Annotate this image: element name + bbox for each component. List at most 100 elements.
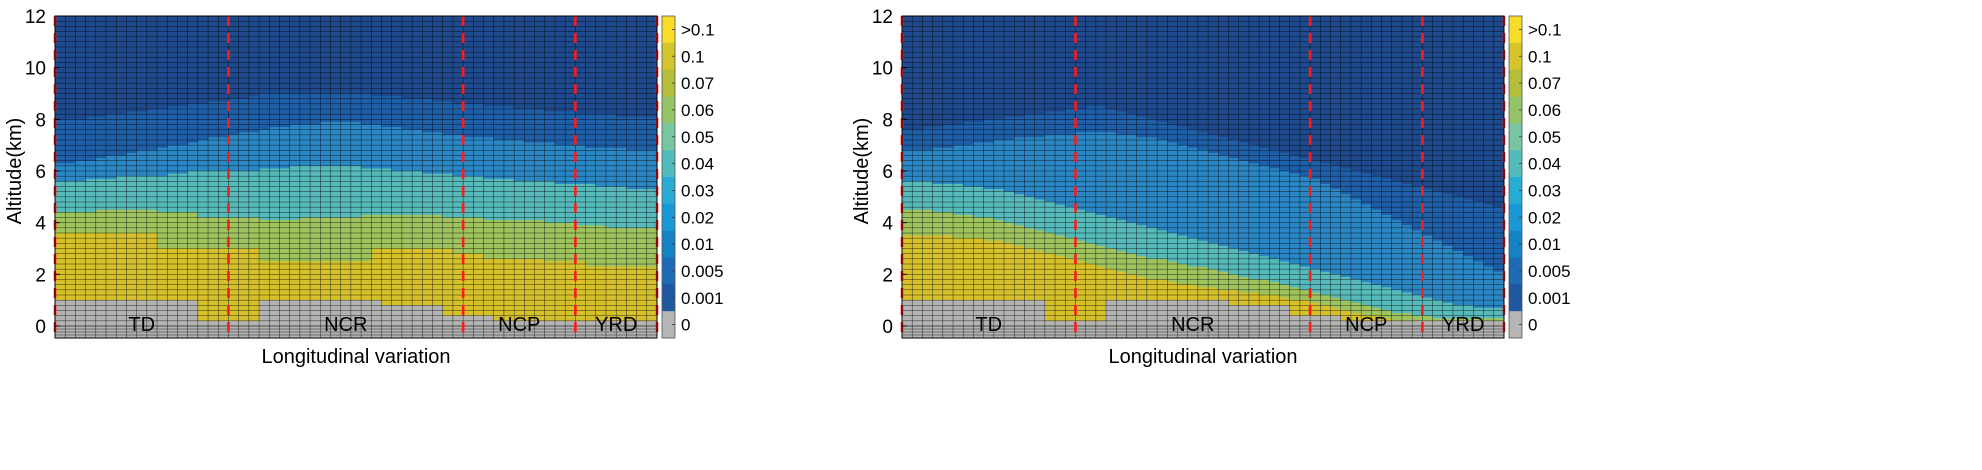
terrain-cell (452, 315, 464, 338)
terrain-cell (544, 320, 556, 338)
band-mid (1473, 261, 1484, 338)
band-yellow (350, 261, 362, 338)
colorbar-swatch (662, 123, 675, 151)
band-yellow (361, 261, 372, 338)
band-mid (1238, 160, 1250, 338)
region-label: TD (128, 314, 155, 336)
colorbar-swatch (662, 230, 675, 258)
terrain-cell (1432, 320, 1444, 338)
terrain-cell (503, 320, 515, 338)
terrain-cell (330, 300, 342, 338)
band-yellow (1095, 266, 1107, 338)
band-yellow (942, 235, 954, 338)
terrain-cell (279, 300, 291, 338)
colorbar-label: >0.1 (681, 20, 715, 39)
band-mid (1259, 165, 1270, 338)
band-yellow (412, 248, 423, 338)
band-yellow (605, 266, 617, 338)
colorbar-label: 0.01 (681, 235, 714, 254)
terrain-cell (177, 300, 189, 338)
terrain-cell (1320, 315, 1331, 338)
terrain-cell (1391, 320, 1403, 338)
colorbar-label: 0 (1528, 316, 1537, 335)
band-yellow (442, 248, 454, 338)
colorbar-swatch (1509, 311, 1522, 339)
y-axis-label: Altitude(km) (851, 118, 873, 225)
band-mid (1452, 251, 1464, 338)
colorbar-label: 0.03 (681, 181, 714, 200)
band-yellow (963, 238, 974, 338)
terrain-cell (126, 300, 138, 338)
y-tick-label: 10 (872, 59, 893, 80)
band-yellow (626, 266, 637, 338)
terrain-cell (1401, 320, 1413, 338)
terrain-cell (1004, 300, 1015, 338)
band-yellow (218, 248, 229, 338)
band-yellow (463, 253, 474, 338)
band-yellow (187, 248, 199, 338)
terrain-cell (65, 300, 76, 338)
band-yellow (177, 248, 189, 338)
colorbar-swatch (662, 16, 675, 44)
terrain-cell (187, 300, 199, 338)
band-yellow (636, 266, 648, 338)
terrain-cell (106, 300, 117, 338)
y-tick-label: 12 (25, 7, 46, 28)
terrain-cell (595, 320, 607, 338)
band-mid (1330, 189, 1342, 338)
band-mid (1279, 171, 1291, 338)
terrain-cell (1157, 300, 1168, 338)
y-tick-label: 0 (35, 317, 46, 338)
terrain-cell (371, 300, 382, 338)
band-mid (1412, 230, 1423, 338)
band-yellow (136, 233, 148, 338)
terrain-cell (1350, 320, 1362, 338)
terrain-cell (85, 300, 97, 338)
terrain-cell (463, 315, 474, 338)
terrain-cell (1238, 305, 1250, 338)
terrain-cell (1177, 300, 1189, 338)
band-yellow (75, 233, 87, 338)
band-yellow (401, 248, 413, 338)
band-yellow (167, 248, 178, 338)
terrain-cell (1381, 320, 1393, 338)
terrain-cell (157, 300, 168, 338)
terrain-cell (442, 315, 454, 338)
band-yellow (146, 233, 158, 338)
terrain-cell (1340, 320, 1352, 338)
band-mid (1289, 173, 1301, 338)
band-yellow (330, 261, 342, 338)
terrain-cell (401, 305, 413, 338)
terrain-cell (973, 300, 985, 338)
terrain-cell (167, 300, 178, 338)
terrain-cell (1330, 315, 1342, 338)
band-yellow (391, 248, 403, 338)
region-label: NCR (1171, 314, 1214, 336)
terrain-cell (1289, 315, 1301, 338)
region-label: YRD (595, 314, 637, 336)
terrain-cell (381, 305, 393, 338)
band-yellow (289, 261, 301, 338)
band-yellow (1044, 253, 1056, 338)
terrain-cell (1034, 300, 1046, 338)
terrain-cell (116, 300, 127, 338)
terrain-cell (1412, 320, 1423, 338)
colorbar-label: 0.1 (681, 47, 705, 66)
left-panel: TD NCR NCP YRD 0 2 4 6 8 10 12 Altitude(km) Longitud… (4, 7, 724, 368)
colorbar-frame (661, 15, 676, 339)
band-yellow (595, 266, 607, 338)
band-mid (1401, 225, 1413, 338)
colorbar-label: 0.04 (681, 155, 714, 174)
x-axis-label: Longitudinal variation (1108, 346, 1297, 368)
terrain-cell (1187, 300, 1199, 338)
terrain-cell (1442, 320, 1454, 338)
band-yellow (320, 261, 331, 338)
terrain-cell (1075, 320, 1087, 338)
region-label: NCP (1345, 314, 1387, 336)
colorbar-label: 0.04 (1528, 155, 1561, 174)
terrain-cell (1044, 320, 1056, 338)
colorbar-swatch (662, 177, 675, 205)
band-yellow (381, 248, 393, 338)
colorbar-label: >0.1 (1528, 20, 1562, 39)
band-yellow (912, 235, 923, 338)
